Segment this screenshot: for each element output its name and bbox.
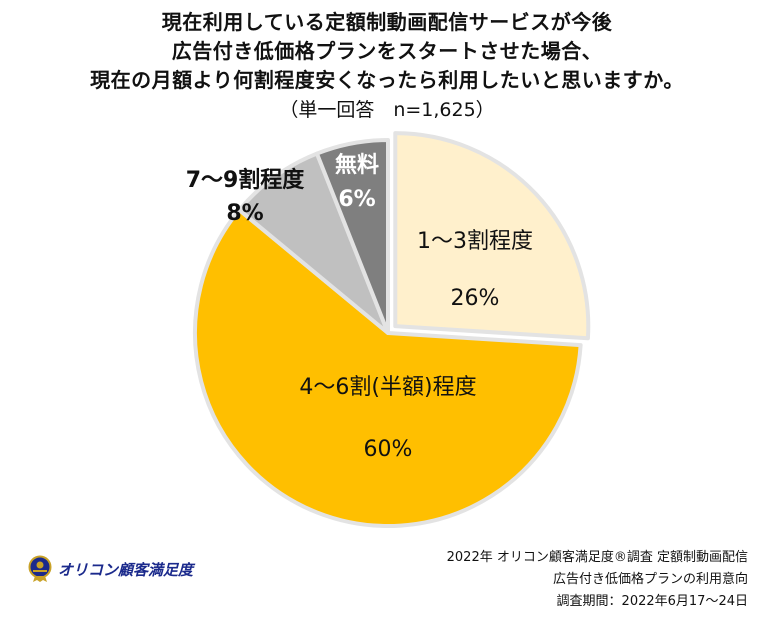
title-line-3: 現在の月額より何割程度安くなったら利用したいと思いますか。 bbox=[90, 68, 684, 92]
pie-slice-4 bbox=[314, 138, 390, 335]
slice-value-3: 8% bbox=[226, 201, 263, 226]
chart-title: 現在利用している定額制動画配信サービスが今後 広告付き低価格プランをスタートさせ… bbox=[0, 8, 774, 125]
medal-icon bbox=[28, 555, 52, 582]
slice-value-2: 60% bbox=[364, 437, 413, 462]
title-line-1: 現在利用している定額制動画配信サービスが今後 bbox=[161, 10, 613, 34]
chart-subtitle: （単一回答 n=1,625） bbox=[279, 99, 495, 121]
oricon-logo: オリコン顧客満足度 bbox=[28, 555, 193, 583]
slice-label-1: 1～3割程度 bbox=[417, 229, 533, 254]
source-note: 2022年 オリコン顧客満足度®調査 定額制動画配信 広告付き低価格プランの利用… bbox=[447, 547, 748, 613]
pie-slice-1 bbox=[393, 131, 591, 341]
slice-label-4: 無料 bbox=[335, 152, 379, 178]
logo-name: オリコン顧客満足度 bbox=[58, 560, 194, 579]
slice-label-2: 4～6割(半額)程度 bbox=[299, 375, 476, 400]
source-line-1: 2022年 オリコン顧客満足度®調査 定額制動画配信 bbox=[446, 550, 748, 565]
slice-label-3: 7～9割程度 bbox=[186, 167, 306, 193]
source-line-2: 広告付き低価格プランの利用意向 bbox=[552, 572, 748, 587]
pie-slice-2 bbox=[193, 207, 583, 528]
title-line-2: 広告付き低価格プランをスタートさせた場合、 bbox=[171, 39, 603, 63]
slice-value-4: 6% bbox=[338, 187, 375, 212]
pie-chart: 1～3割程度 26% 4～6割(半額)程度 60% 7～9割程度 8% 無料 6% bbox=[186, 131, 591, 528]
slice-value-1: 26% bbox=[451, 286, 500, 311]
source-line-3: 調査期間：2022年6月17～24日 bbox=[556, 594, 748, 609]
